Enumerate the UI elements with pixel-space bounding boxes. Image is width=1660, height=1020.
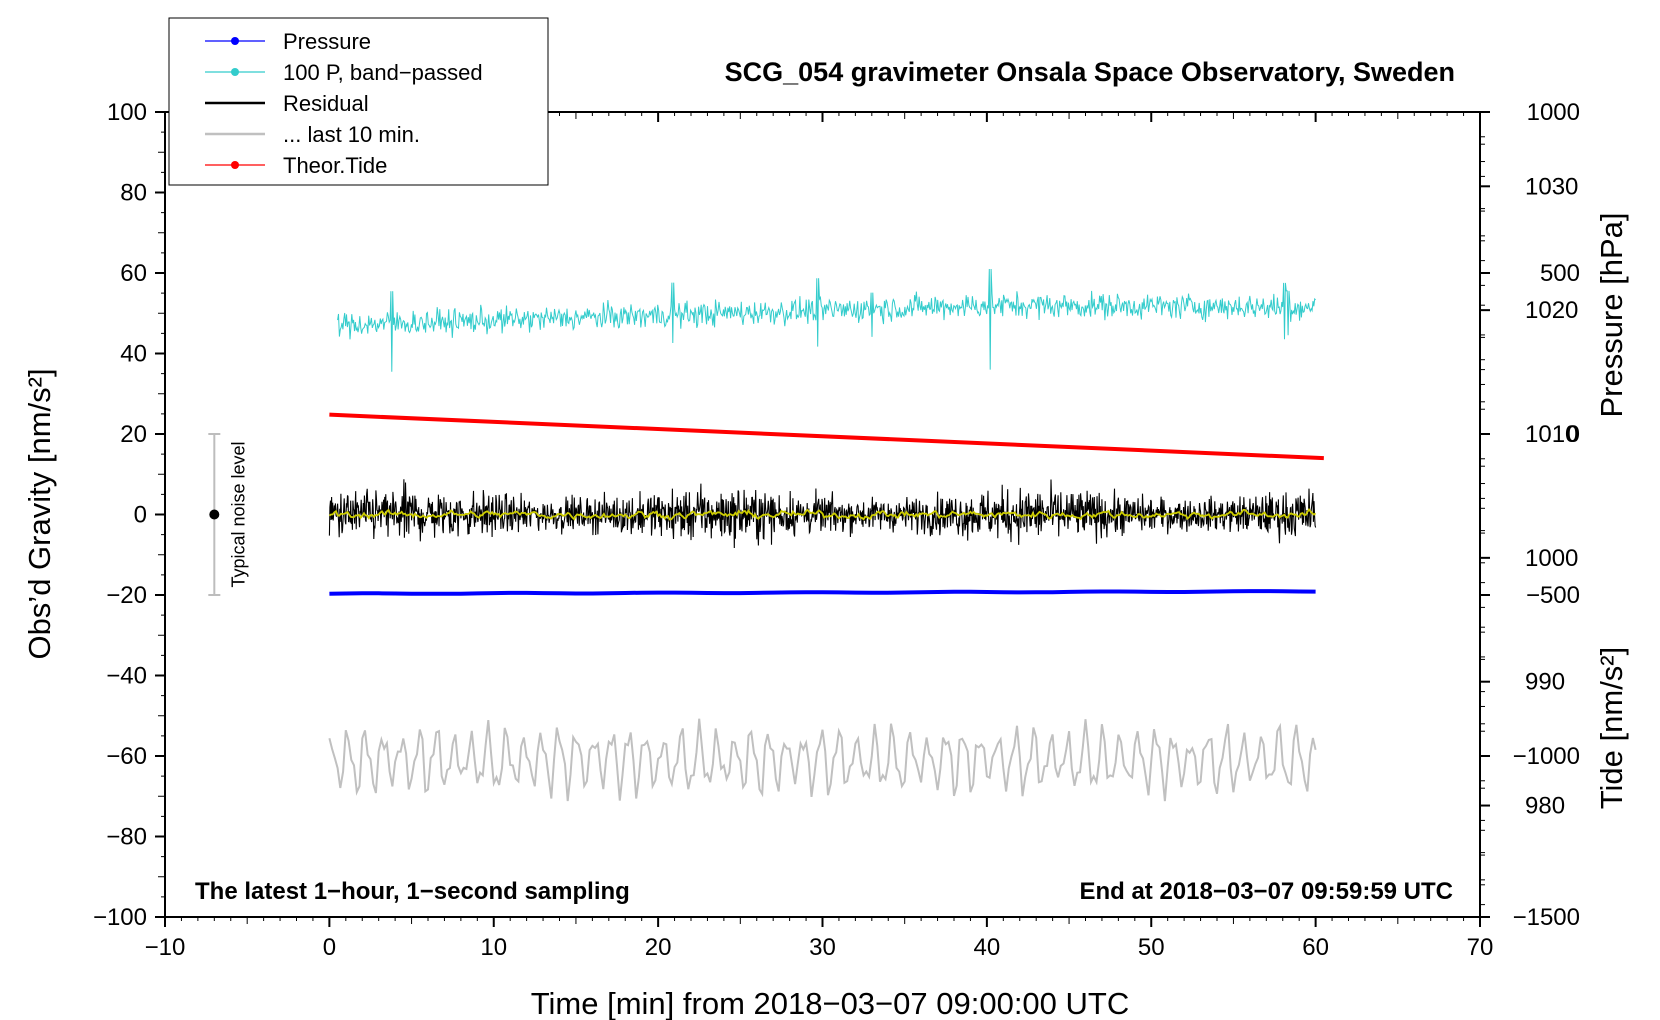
pressure-tick-label: 990 — [1525, 669, 1565, 696]
tide-tick-label: 500 — [1540, 260, 1580, 287]
legend-label: 100 P, band−passed — [283, 60, 483, 85]
pressure-tick-label: 1020 — [1525, 297, 1578, 324]
annotation-bottom-left: The latest 1−hour, 1−second sampling — [195, 878, 630, 905]
ticks-layer: −10 0 10 20 30 40 50 60 70100806040200−20−40−60−… — [93, 99, 1580, 961]
y-axis-label-pressure: Pressure [hPa] — [1594, 212, 1629, 417]
tide-tick-label: −1500 — [1513, 904, 1580, 931]
pressure-tick-label: 1010 — [1525, 421, 1578, 448]
series-layer — [328, 268, 1324, 802]
series-residual-line — [328, 479, 1317, 549]
y-axis-label-left: Obs’d Gravity [nm/s²] — [22, 368, 57, 659]
legend-marker — [231, 37, 239, 45]
y-tick-label: −60 — [106, 743, 147, 770]
pressure-tick-label: 1030 — [1525, 173, 1578, 200]
legend-label: Pressure — [283, 29, 371, 54]
series-theoretical-tide-line — [329, 412, 1324, 461]
series-last-10-min-line — [328, 718, 1317, 802]
series-band-passed-pressure-line — [337, 268, 1316, 372]
pressure-tick-label: 1000 — [1525, 545, 1578, 572]
series-pressure-line — [329, 589, 1316, 596]
noise-bar-center-dot — [209, 509, 220, 520]
tide-tick-label: 1000 — [1527, 99, 1580, 126]
legend-label: ... last 10 min. — [283, 122, 420, 147]
y-tick-label: −40 — [106, 663, 147, 690]
noise-bar: Typical noise level — [208, 433, 248, 596]
annotation-bottom-right: End at 2018−03−07 09:59:59 UTC — [1079, 878, 1453, 905]
chart-title: SCG_054 gravimeter Onsala Space Observat… — [725, 57, 1455, 87]
y-axis-label-tide: Tide [nm/s²] — [1594, 647, 1629, 810]
x-tick-label: 30 — [809, 934, 836, 961]
x-tick-label: 20 — [645, 934, 672, 961]
y-tick-label: −100 — [93, 904, 147, 931]
y-tick-label: 20 — [120, 421, 147, 448]
legend: Pressure 100 P, band−passed Residual ... la… — [168, 17, 549, 186]
y-tick-label: 40 — [120, 341, 147, 368]
x-tick-label: 40 — [974, 934, 1001, 961]
legend-marker — [231, 68, 239, 76]
legend-label: Theor.Tide — [283, 153, 387, 178]
x-tick-label: 10 — [480, 934, 507, 961]
y-tick-label: 60 — [120, 260, 147, 287]
tide-tick-label: 0 — [1567, 421, 1580, 448]
tide-tick-label: −1000 — [1513, 743, 1580, 770]
noise-bar-label: Typical noise level — [228, 441, 248, 587]
legend-label: Residual — [283, 91, 369, 116]
x-tick-label: 60 — [1302, 934, 1329, 961]
y-tick-label: 100 — [107, 99, 147, 126]
x-tick-label: 50 — [1138, 934, 1165, 961]
tide-tick-label: −500 — [1526, 582, 1580, 609]
series-residual-smoothed-line — [328, 507, 1317, 521]
y-tick-label: −20 — [106, 582, 147, 609]
pressure-tick-label: 980 — [1525, 793, 1565, 820]
x-tick-label: 0 — [323, 934, 336, 961]
y-tick-label: 0 — [134, 502, 147, 529]
x-tick-label: 70 — [1467, 934, 1494, 961]
x-tick-label: −10 — [145, 934, 186, 961]
y-tick-label: 80 — [120, 180, 147, 207]
legend-box — [168, 17, 549, 186]
x-axis-label: Time [min] from 2018−03−07 09:00:00 UTC — [531, 986, 1130, 1020]
legend-marker — [231, 161, 239, 169]
y-tick-label: −80 — [106, 824, 147, 851]
